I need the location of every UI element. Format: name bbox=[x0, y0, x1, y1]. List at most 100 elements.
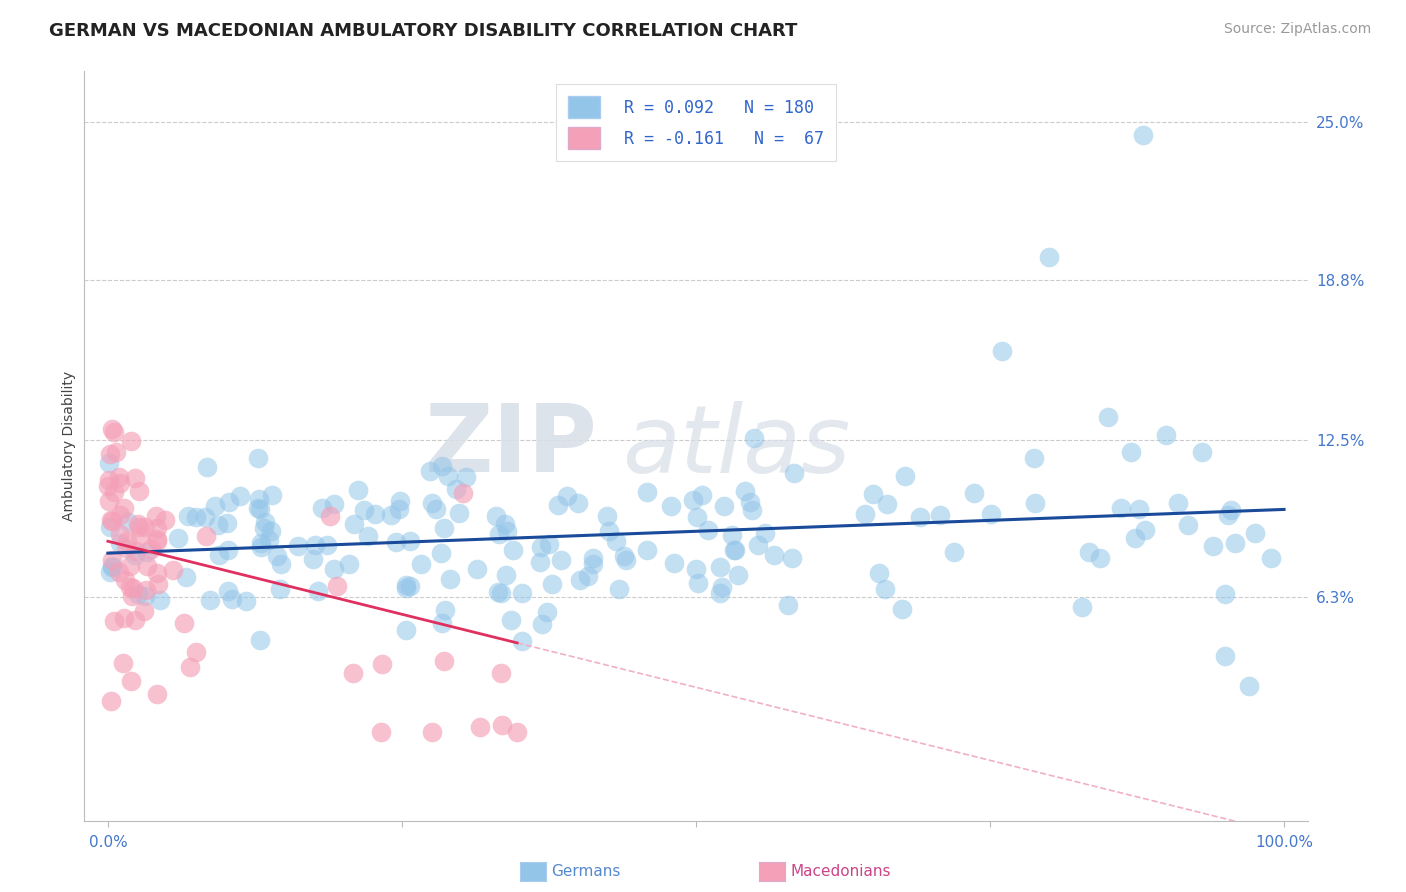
Point bbox=[1022, 450, 1045, 465]
Point bbox=[582, 551, 605, 566]
Point bbox=[347, 483, 370, 497]
Point bbox=[128, 528, 150, 542]
Point bbox=[853, 508, 876, 522]
Point bbox=[162, 563, 184, 577]
Point bbox=[186, 510, 208, 524]
Point bbox=[108, 565, 131, 579]
Text: Macedonians: Macedonians bbox=[790, 864, 890, 879]
Point bbox=[108, 535, 131, 549]
Point bbox=[260, 524, 283, 539]
Point bbox=[637, 484, 659, 499]
Point bbox=[257, 533, 280, 547]
Point bbox=[395, 623, 418, 637]
Point bbox=[486, 585, 509, 599]
Point bbox=[419, 464, 441, 478]
Point bbox=[529, 540, 551, 554]
Point bbox=[389, 493, 412, 508]
Point bbox=[101, 553, 124, 567]
Point bbox=[506, 724, 529, 739]
Point bbox=[776, 598, 799, 612]
Point bbox=[101, 558, 124, 573]
Point bbox=[141, 542, 163, 557]
Point bbox=[319, 509, 342, 524]
Point bbox=[1213, 648, 1236, 663]
Point bbox=[98, 473, 121, 487]
Point bbox=[980, 507, 1002, 521]
Point bbox=[229, 489, 252, 503]
Point bbox=[145, 508, 167, 523]
Point bbox=[103, 425, 125, 439]
Point bbox=[685, 562, 707, 576]
Point bbox=[128, 586, 150, 600]
Point bbox=[103, 485, 125, 500]
Point bbox=[103, 614, 125, 628]
Text: Germans: Germans bbox=[551, 864, 620, 879]
Point bbox=[686, 576, 709, 591]
Point bbox=[217, 583, 239, 598]
Point bbox=[124, 613, 146, 627]
Point bbox=[929, 508, 952, 523]
Point bbox=[494, 516, 516, 531]
Point bbox=[550, 553, 572, 567]
Point bbox=[709, 560, 731, 574]
Point bbox=[287, 540, 309, 554]
Point bbox=[636, 542, 658, 557]
Point bbox=[1070, 599, 1092, 614]
Point bbox=[598, 524, 620, 538]
Point bbox=[108, 508, 131, 523]
Point bbox=[537, 537, 560, 551]
Text: ZIP: ZIP bbox=[425, 400, 598, 492]
Point bbox=[357, 529, 380, 543]
Point bbox=[105, 445, 128, 459]
Point bbox=[536, 605, 558, 619]
Point bbox=[568, 573, 591, 587]
Point bbox=[208, 549, 231, 563]
Point bbox=[1128, 502, 1150, 516]
Point bbox=[132, 604, 155, 618]
Point bbox=[662, 556, 685, 570]
Point bbox=[364, 507, 387, 521]
Point bbox=[744, 432, 766, 446]
Point bbox=[146, 577, 169, 591]
Point bbox=[112, 611, 135, 625]
Point bbox=[134, 520, 156, 534]
Text: atlas: atlas bbox=[623, 401, 851, 491]
Y-axis label: Ambulatory Disability: Ambulatory Disability bbox=[62, 371, 76, 521]
Point bbox=[146, 534, 169, 549]
Point bbox=[110, 526, 132, 541]
Point bbox=[323, 562, 346, 576]
Point bbox=[420, 496, 443, 510]
Point bbox=[262, 488, 284, 502]
Point bbox=[420, 724, 443, 739]
Point bbox=[581, 557, 603, 571]
Point bbox=[316, 538, 339, 552]
Point bbox=[186, 645, 208, 659]
Point bbox=[782, 551, 804, 566]
Point bbox=[1078, 545, 1101, 559]
Point bbox=[127, 517, 149, 532]
Point bbox=[754, 526, 776, 541]
Point bbox=[697, 523, 720, 537]
Point bbox=[1090, 551, 1112, 566]
Point bbox=[1125, 532, 1147, 546]
Point bbox=[1177, 517, 1199, 532]
Point bbox=[1202, 539, 1225, 553]
Point bbox=[136, 559, 159, 574]
Point bbox=[98, 447, 121, 461]
Point bbox=[908, 510, 931, 524]
Point bbox=[943, 545, 966, 559]
Point bbox=[447, 507, 470, 521]
Point bbox=[117, 515, 139, 529]
Point bbox=[1156, 427, 1178, 442]
Point bbox=[353, 503, 375, 517]
Point bbox=[734, 483, 756, 498]
Point bbox=[118, 559, 141, 574]
Point bbox=[529, 555, 551, 569]
Point bbox=[541, 577, 564, 591]
Point bbox=[118, 580, 141, 594]
Point bbox=[868, 566, 890, 581]
Point bbox=[1038, 250, 1060, 264]
Point bbox=[120, 434, 142, 449]
Point bbox=[1213, 586, 1236, 600]
Point bbox=[121, 589, 143, 603]
